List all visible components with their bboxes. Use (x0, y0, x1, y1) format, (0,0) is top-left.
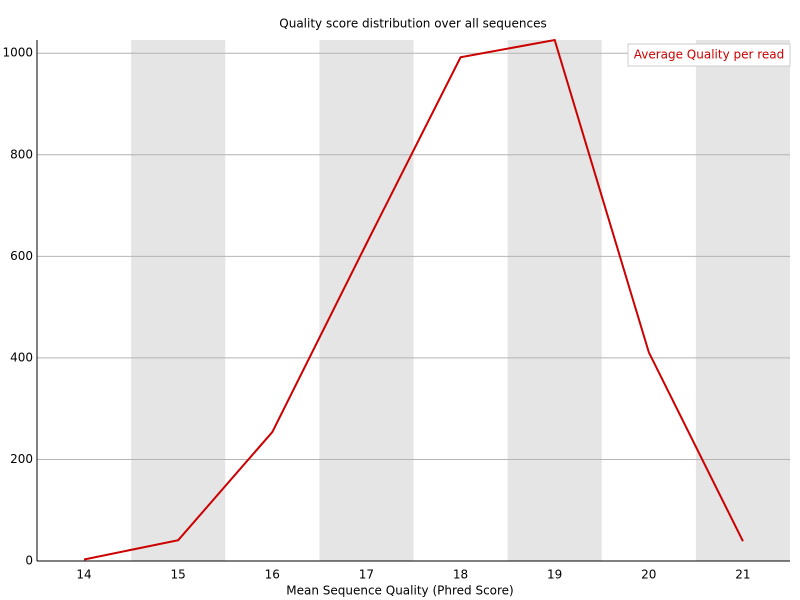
x-axis-label: Mean Sequence Quality (Phred Score) (286, 584, 514, 598)
data-line (83, 38, 744, 561)
band (695, 40, 790, 561)
x-tick-label: 17 (359, 568, 374, 582)
chart-title: Quality score distribution over all sequ… (279, 17, 546, 31)
x-tick-label: 19 (547, 568, 562, 582)
legend-label: Average Quality per read (634, 48, 785, 62)
y-tick-label: 200 (10, 452, 33, 466)
band (131, 40, 226, 561)
x-tick-label: 16 (265, 568, 280, 582)
band (319, 40, 414, 561)
band (507, 40, 602, 561)
y-tick-label: 0 (25, 554, 33, 568)
y-tick-label: 600 (10, 249, 33, 263)
y-tick-label: 800 (10, 147, 33, 161)
y-tick-label: 1000 (2, 46, 33, 60)
x-tick-label: 15 (171, 568, 186, 582)
x-tick-label: 20 (641, 568, 656, 582)
x-tick-label: 18 (453, 568, 468, 582)
x-tick-label: 14 (76, 568, 91, 582)
x-tick-label: 21 (735, 568, 750, 582)
y-tick-label: 400 (10, 350, 33, 364)
legend-box (627, 43, 791, 67)
